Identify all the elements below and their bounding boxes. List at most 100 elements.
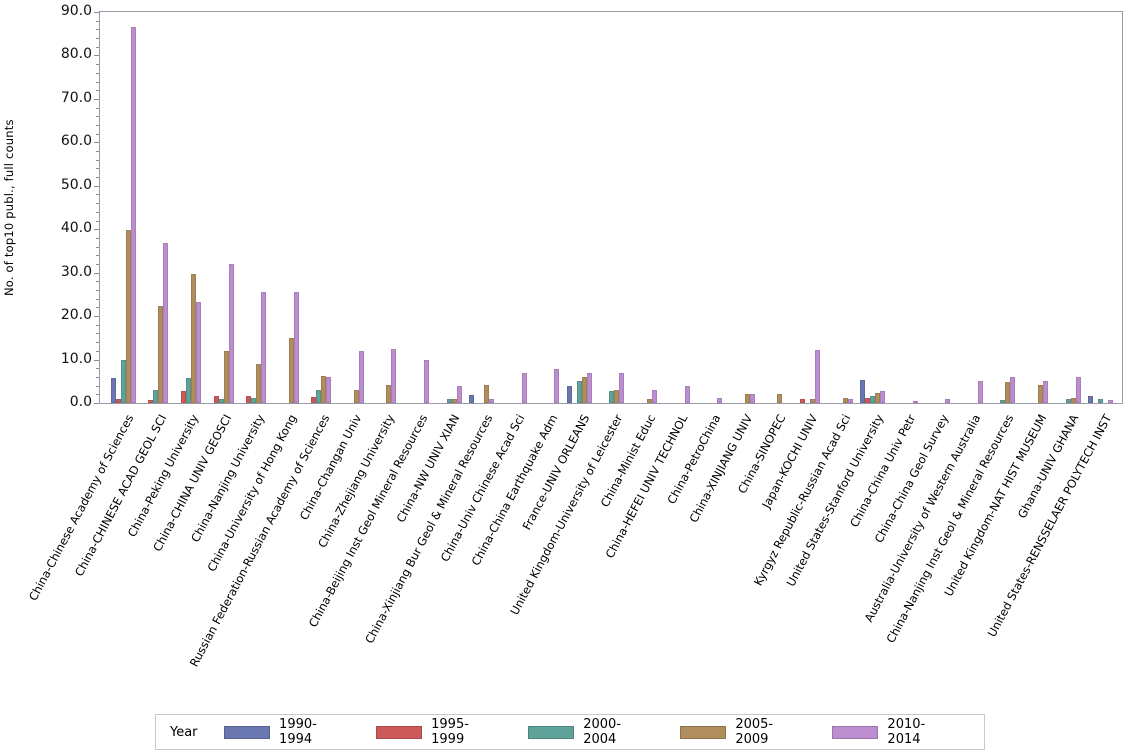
bar <box>213 396 219 403</box>
y-minor-tick <box>96 290 100 292</box>
bar <box>386 385 392 403</box>
bar <box>311 397 317 403</box>
bar <box>190 274 196 403</box>
legend-swatch <box>223 725 271 739</box>
bar-group <box>629 12 662 403</box>
y-tick-label: 80.0 <box>60 46 92 63</box>
y-minor-tick <box>96 324 100 326</box>
y-minor-tick <box>96 368 100 370</box>
y-tick-label: 50.0 <box>60 176 92 193</box>
y-minor-tick <box>96 211 100 213</box>
bar <box>180 390 186 403</box>
bar <box>554 369 560 403</box>
y-minor-tick <box>96 29 100 31</box>
legend-item[interactable]: 1990-1994 <box>223 717 348 747</box>
bar <box>163 243 169 403</box>
bar <box>777 394 783 403</box>
bar <box>228 263 234 403</box>
legend-item[interactable]: 2000-2004 <box>527 717 652 747</box>
bar <box>261 292 267 403</box>
bar <box>288 337 294 403</box>
bar <box>1065 398 1071 403</box>
y-minor-tick <box>96 90 100 92</box>
bar <box>391 348 397 403</box>
bar <box>809 398 815 403</box>
y-tick-label: 90.0 <box>60 3 92 19</box>
y-tick-label: 30.0 <box>60 263 92 280</box>
bar-group <box>955 12 988 403</box>
bar-group <box>988 12 1021 403</box>
bar <box>120 359 126 403</box>
y-minor-tick <box>96 133 100 135</box>
y-minor-tick <box>96 38 100 40</box>
bar <box>799 398 805 403</box>
bar <box>451 398 457 403</box>
y-minor-tick <box>96 177 100 179</box>
plot-area <box>99 11 1123 404</box>
bar <box>1000 399 1006 403</box>
bar <box>609 391 615 403</box>
legend-label: 2010-2014 <box>887 717 926 747</box>
bar <box>912 401 918 403</box>
legend-item[interactable]: 1995-1999 <box>375 717 500 747</box>
bar-group <box>369 12 402 403</box>
bar <box>256 364 262 403</box>
bar <box>1070 397 1076 403</box>
y-minor-tick <box>96 350 100 352</box>
bar-group <box>662 12 695 403</box>
y-minor-tick <box>96 107 100 109</box>
legend-items: 1990-1994 1995-1999 2000-2004 2005-2009 2010… <box>223 717 984 747</box>
y-minor-tick <box>96 168 100 170</box>
bar <box>945 398 951 403</box>
bar-group <box>792 12 825 403</box>
bar <box>860 380 866 403</box>
y-tick <box>94 185 100 187</box>
bar <box>293 292 299 403</box>
bar <box>1005 381 1011 403</box>
legend-item[interactable]: 2005-2009 <box>679 717 804 747</box>
bar <box>321 376 327 403</box>
legend-label: 2005-2009 <box>735 717 774 747</box>
y-minor-tick <box>96 194 100 196</box>
y-minor-tick <box>96 81 100 83</box>
y-minor-tick <box>96 246 100 248</box>
bar <box>977 381 983 403</box>
bar <box>880 390 886 403</box>
bar <box>148 399 154 403</box>
legend-item[interactable]: 2010-2014 <box>831 717 956 747</box>
bar-group <box>857 12 890 403</box>
bar <box>647 398 653 403</box>
y-minor-tick <box>96 263 100 265</box>
legend-label: 1995-1999 <box>431 717 469 747</box>
y-tick <box>94 98 100 100</box>
y-tick-label: 10.0 <box>60 350 92 367</box>
bar-group <box>890 12 923 403</box>
bar <box>125 230 131 403</box>
bar-group <box>597 12 630 403</box>
y-minor-tick <box>96 20 100 22</box>
bar <box>581 376 587 403</box>
bar-group <box>173 12 206 403</box>
bar <box>717 397 723 403</box>
bar-group <box>271 12 304 403</box>
y-minor-tick <box>96 220 100 222</box>
bar <box>484 384 490 403</box>
y-minor-tick <box>96 151 100 153</box>
bar <box>614 390 620 403</box>
bar <box>521 373 527 403</box>
bar <box>326 376 332 403</box>
bar-group <box>694 12 727 403</box>
bar <box>586 372 592 403</box>
bar <box>749 393 755 403</box>
bar-group <box>336 12 369 403</box>
y-tick <box>94 272 100 274</box>
bar-group <box>303 12 336 403</box>
bar <box>744 393 750 403</box>
y-tick-label: 60.0 <box>60 133 92 150</box>
legend-swatch <box>375 725 423 739</box>
bar <box>1038 384 1044 403</box>
bar-group <box>238 12 271 403</box>
bar <box>316 390 322 403</box>
bar <box>1088 395 1094 403</box>
y-minor-tick <box>96 342 100 344</box>
